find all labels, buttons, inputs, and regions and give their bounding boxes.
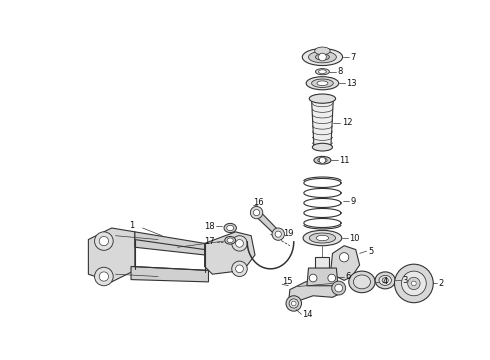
Ellipse shape	[316, 69, 329, 75]
Ellipse shape	[318, 158, 327, 163]
Text: 5: 5	[368, 247, 373, 256]
Ellipse shape	[379, 275, 392, 285]
Text: 15: 15	[282, 278, 293, 287]
Text: 8: 8	[337, 67, 343, 76]
Text: 4: 4	[383, 278, 388, 287]
Ellipse shape	[302, 49, 343, 66]
Polygon shape	[312, 100, 333, 145]
Ellipse shape	[309, 94, 336, 103]
Circle shape	[318, 53, 326, 61]
Text: 14: 14	[302, 310, 313, 319]
Ellipse shape	[375, 272, 395, 289]
Polygon shape	[131, 266, 209, 282]
Text: 1: 1	[129, 221, 134, 230]
Circle shape	[99, 272, 108, 281]
Polygon shape	[307, 268, 338, 286]
Ellipse shape	[309, 233, 336, 243]
Polygon shape	[88, 228, 135, 282]
Ellipse shape	[227, 238, 233, 243]
Polygon shape	[331, 246, 360, 280]
Circle shape	[236, 239, 244, 247]
Circle shape	[335, 284, 343, 292]
Circle shape	[309, 274, 317, 282]
Circle shape	[95, 267, 113, 286]
Text: 6: 6	[345, 272, 351, 281]
Text: 3: 3	[402, 276, 408, 285]
Text: 17: 17	[204, 237, 215, 246]
Circle shape	[99, 237, 108, 246]
Circle shape	[272, 228, 285, 240]
Polygon shape	[316, 257, 329, 273]
Text: 2: 2	[439, 279, 444, 288]
Polygon shape	[252, 213, 282, 234]
Ellipse shape	[306, 77, 339, 90]
Ellipse shape	[316, 54, 329, 60]
Ellipse shape	[314, 156, 331, 164]
Circle shape	[394, 264, 433, 303]
Circle shape	[412, 281, 416, 286]
Circle shape	[232, 236, 247, 251]
Ellipse shape	[317, 81, 328, 86]
Text: 19: 19	[283, 229, 294, 238]
Text: 11: 11	[340, 156, 350, 165]
Circle shape	[328, 274, 336, 282]
Text: 13: 13	[346, 79, 357, 88]
Ellipse shape	[312, 79, 333, 87]
Circle shape	[250, 206, 263, 219]
Text: 18: 18	[204, 222, 215, 231]
Ellipse shape	[303, 230, 342, 246]
Ellipse shape	[227, 225, 234, 231]
Text: 9: 9	[350, 197, 356, 206]
Ellipse shape	[309, 51, 336, 63]
Ellipse shape	[353, 275, 370, 289]
Ellipse shape	[315, 47, 330, 55]
Circle shape	[253, 210, 260, 216]
Polygon shape	[135, 232, 205, 255]
Ellipse shape	[312, 143, 333, 151]
Ellipse shape	[224, 223, 236, 233]
Text: 12: 12	[342, 118, 352, 127]
Circle shape	[95, 232, 113, 250]
Ellipse shape	[382, 278, 388, 283]
Text: 10: 10	[349, 234, 360, 243]
Ellipse shape	[316, 235, 329, 241]
Ellipse shape	[349, 271, 375, 293]
Circle shape	[236, 265, 244, 273]
Circle shape	[232, 261, 247, 276]
Text: 16: 16	[253, 198, 264, 207]
Text: 7: 7	[350, 53, 356, 62]
Circle shape	[332, 281, 345, 295]
Ellipse shape	[318, 70, 326, 73]
Ellipse shape	[225, 237, 236, 244]
Polygon shape	[288, 278, 340, 305]
Circle shape	[408, 277, 420, 289]
Circle shape	[319, 157, 325, 163]
Circle shape	[292, 301, 296, 306]
Circle shape	[289, 299, 298, 308]
Circle shape	[286, 296, 301, 311]
Circle shape	[340, 253, 349, 262]
Circle shape	[401, 271, 426, 296]
Circle shape	[275, 231, 281, 237]
Polygon shape	[205, 232, 255, 274]
